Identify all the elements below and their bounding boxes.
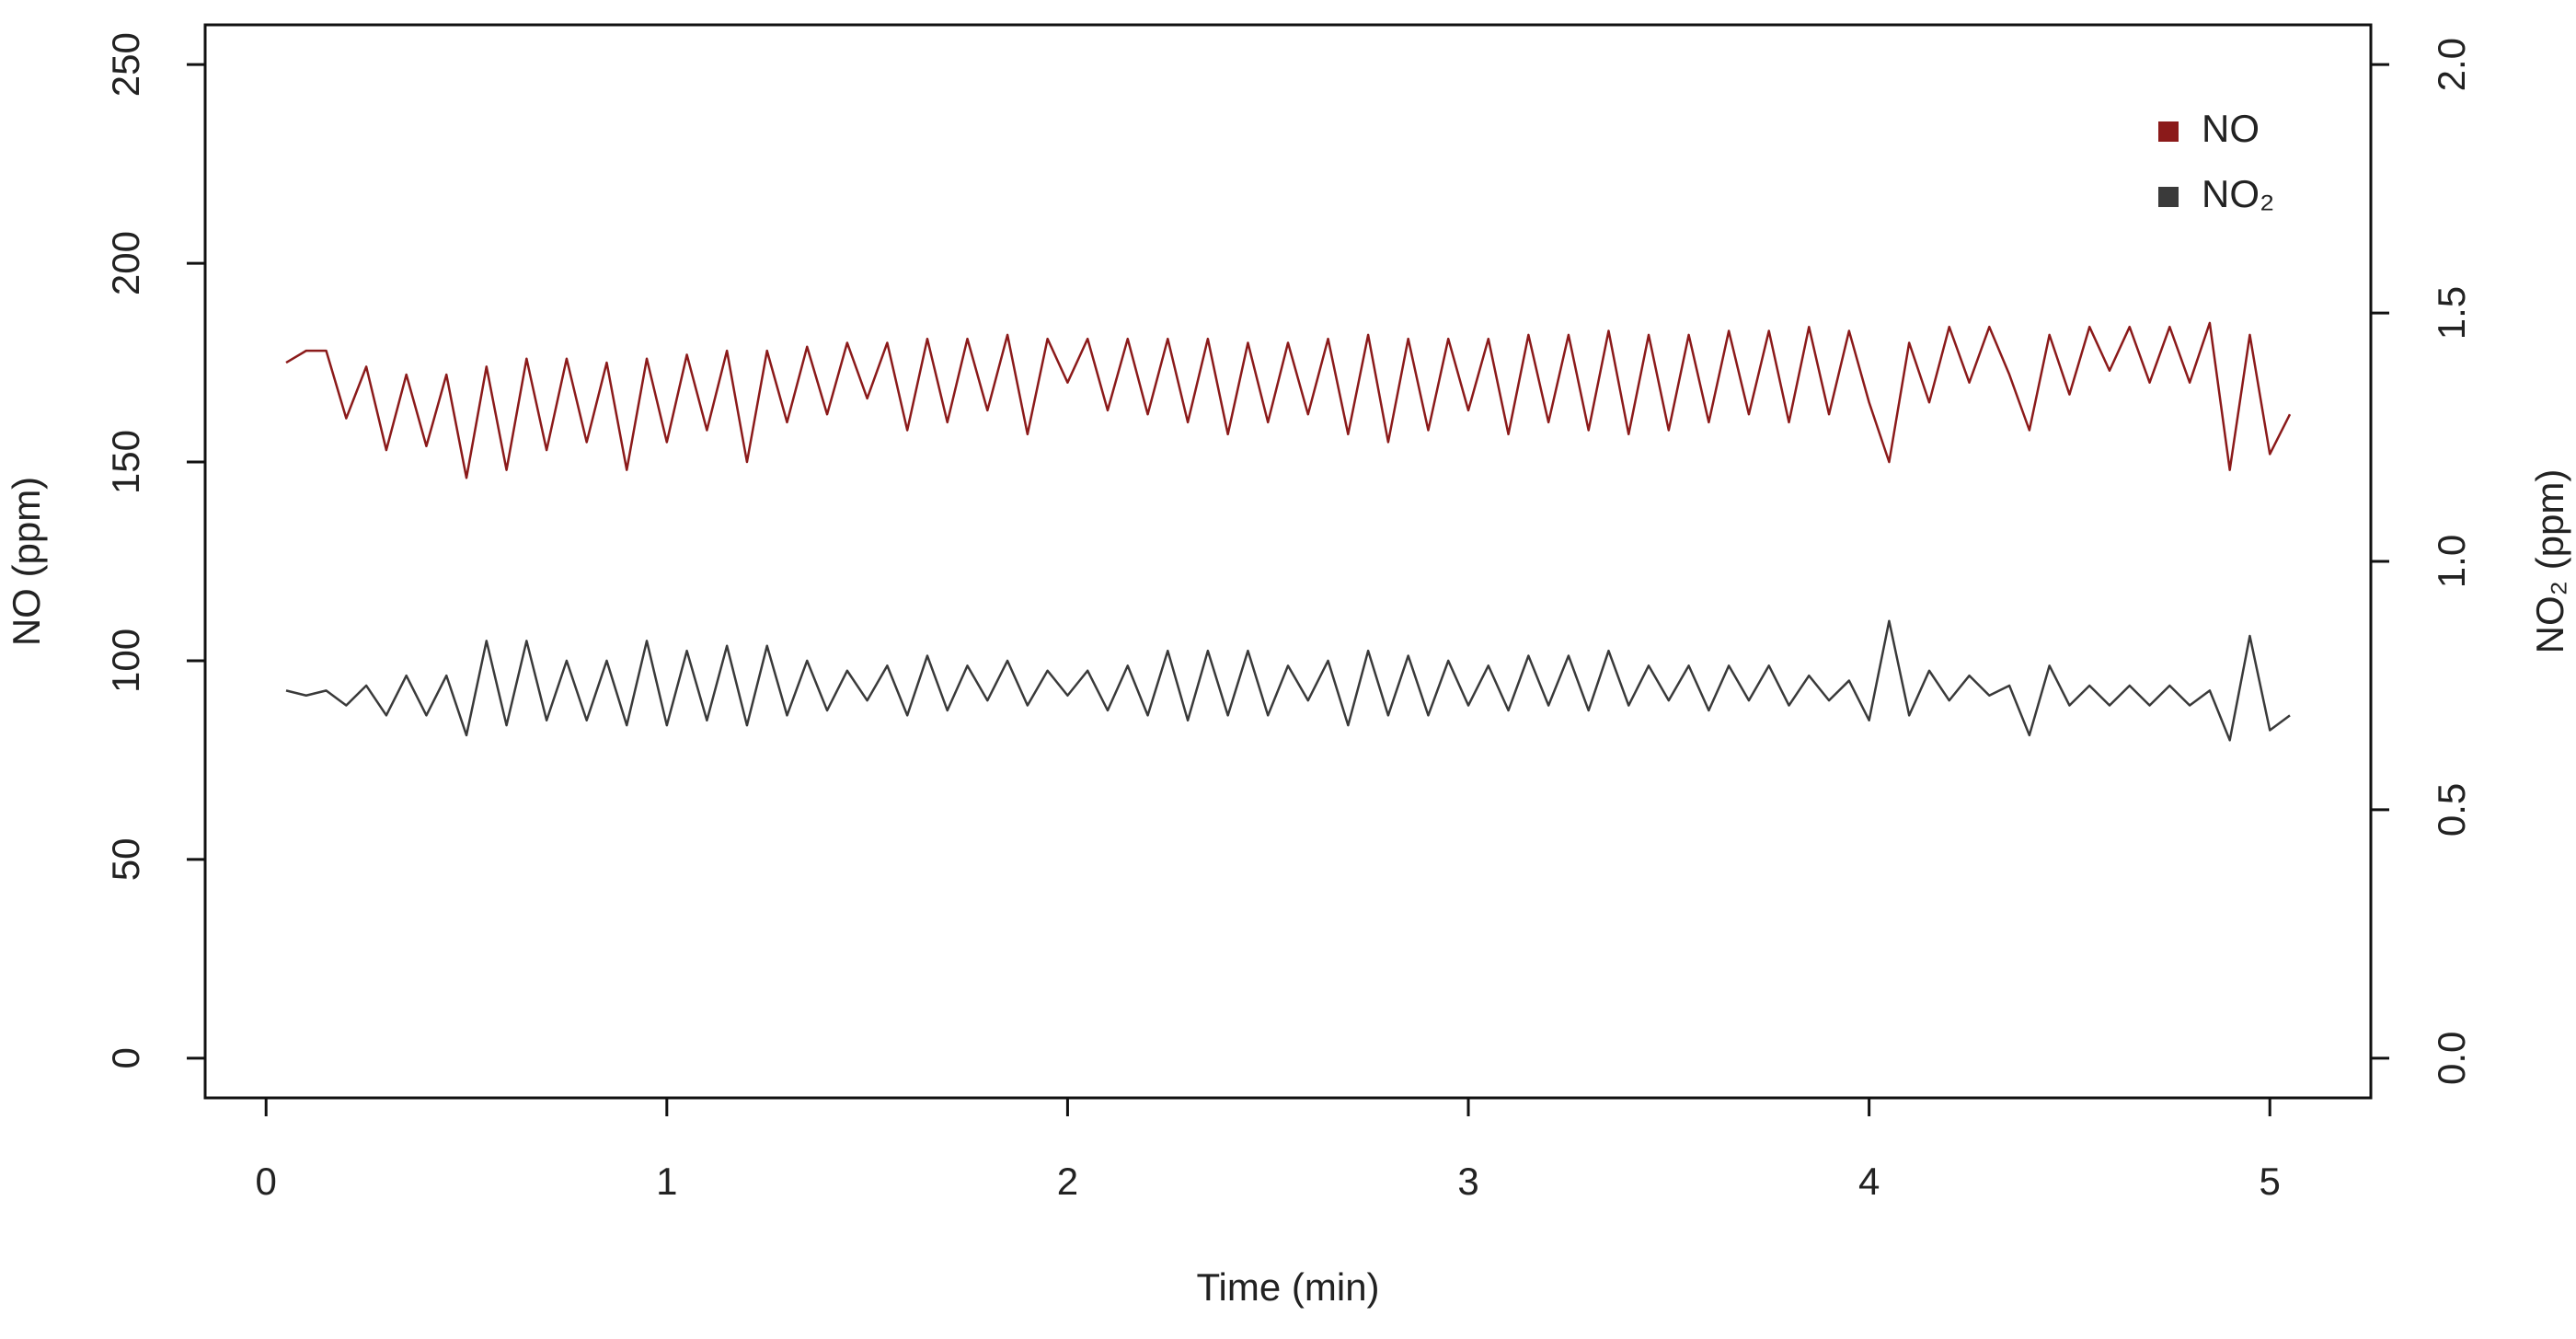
y-tick-label: 250 bbox=[104, 32, 147, 97]
legend-label: NO bbox=[2202, 107, 2260, 150]
y-tick-label: 50 bbox=[104, 838, 147, 882]
x-tick-label: 4 bbox=[1858, 1160, 1880, 1203]
y2-tick-label: 0.5 bbox=[2430, 783, 2473, 837]
x-tick-label: 1 bbox=[656, 1160, 677, 1203]
y2-tick-label: 2.0 bbox=[2430, 38, 2473, 91]
y2-tick-label: 1.0 bbox=[2430, 535, 2473, 588]
x-axis-label: Time (min) bbox=[1196, 1265, 1379, 1309]
legend-label: NO₂ bbox=[2202, 172, 2274, 215]
y2-tick-label: 0.0 bbox=[2430, 1032, 2473, 1085]
y-tick-label: 200 bbox=[104, 231, 147, 295]
y-tick-label: 150 bbox=[104, 430, 147, 494]
x-tick-label: 5 bbox=[2260, 1160, 2281, 1203]
x-tick-label: 2 bbox=[1057, 1160, 1078, 1203]
legend-swatch bbox=[2158, 187, 2179, 207]
y2-tick-label: 1.5 bbox=[2430, 286, 2473, 340]
y-axis-label: NO (ppm) bbox=[5, 477, 48, 646]
y2-axis-label: NO₂ (ppm) bbox=[2528, 469, 2571, 654]
y-tick-label: 100 bbox=[104, 629, 147, 693]
x-tick-label: 0 bbox=[256, 1160, 277, 1203]
series-line bbox=[285, 321, 2292, 479]
y-tick-label: 0 bbox=[104, 1047, 147, 1068]
x-tick-label: 3 bbox=[1457, 1160, 1478, 1203]
series-line bbox=[285, 619, 2291, 742]
legend-swatch bbox=[2158, 121, 2179, 142]
plot-frame bbox=[203, 23, 2373, 1100]
